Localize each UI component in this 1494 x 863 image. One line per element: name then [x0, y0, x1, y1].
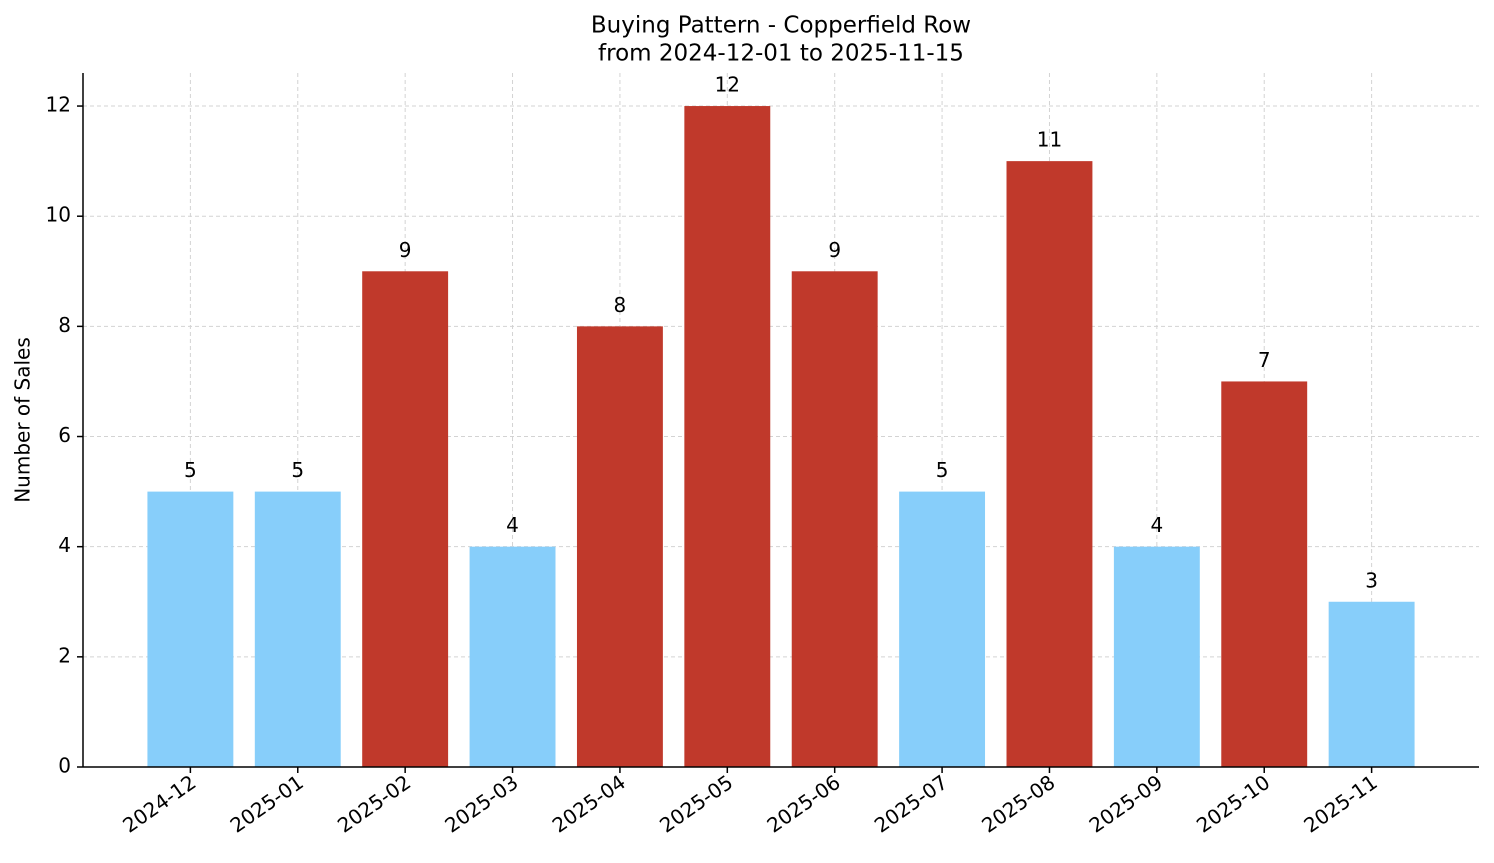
bar [576, 326, 663, 767]
data-label: 3 [1365, 568, 1378, 592]
chart-subtitle: from 2024-12-01 to 2025-11-15 [598, 41, 964, 67]
x-tick-label: 2025-03 [440, 770, 522, 838]
y-tick-label: 6 [58, 423, 71, 447]
bar [1328, 601, 1415, 767]
bar [1113, 546, 1200, 767]
bar [1006, 161, 1093, 768]
data-label: 9 [828, 238, 841, 262]
bar [469, 546, 556, 767]
data-label: 7 [1258, 348, 1271, 372]
x-tick-label: 2024-12 [118, 770, 200, 838]
x-tick-label: 2025-09 [1085, 770, 1167, 838]
data-label: 11 [1037, 128, 1062, 152]
y-tick-label: 2 [58, 643, 71, 667]
y-tick-label: 4 [58, 533, 71, 557]
x-tick-label: 2025-06 [762, 770, 844, 838]
x-tick-label: 2025-01 [226, 770, 308, 838]
bar [684, 106, 771, 768]
x-tick-label: 2025-10 [1192, 770, 1274, 838]
data-label: 5 [936, 458, 949, 482]
bar [1221, 381, 1308, 767]
y-tick-label: 8 [58, 313, 71, 337]
x-tick-label: 2025-02 [333, 770, 415, 838]
data-label: 9 [399, 238, 412, 262]
data-label: 4 [506, 513, 519, 537]
bar [791, 271, 878, 767]
bar [147, 491, 234, 767]
y-tick-label: 12 [46, 93, 71, 117]
bar [899, 491, 986, 767]
data-label: 5 [291, 458, 304, 482]
y-axis-label: Number of Sales [11, 337, 35, 503]
x-tick-label: 2025-11 [1299, 770, 1381, 838]
data-label: 5 [184, 458, 197, 482]
y-tick-label: 10 [46, 203, 71, 227]
y-tick-label: 0 [58, 754, 71, 778]
bar [362, 271, 449, 767]
x-tick-label: 2025-08 [977, 770, 1059, 838]
data-label: 12 [715, 73, 740, 97]
data-label: 4 [1150, 513, 1163, 537]
chart-title: Buying Pattern - Copperfield Row [591, 13, 971, 39]
x-tick-label: 2025-07 [870, 770, 952, 838]
bar [254, 491, 341, 767]
data-label: 8 [614, 293, 627, 317]
x-tick-label: 2025-05 [655, 770, 737, 838]
x-tick-label: 2025-04 [548, 770, 630, 838]
